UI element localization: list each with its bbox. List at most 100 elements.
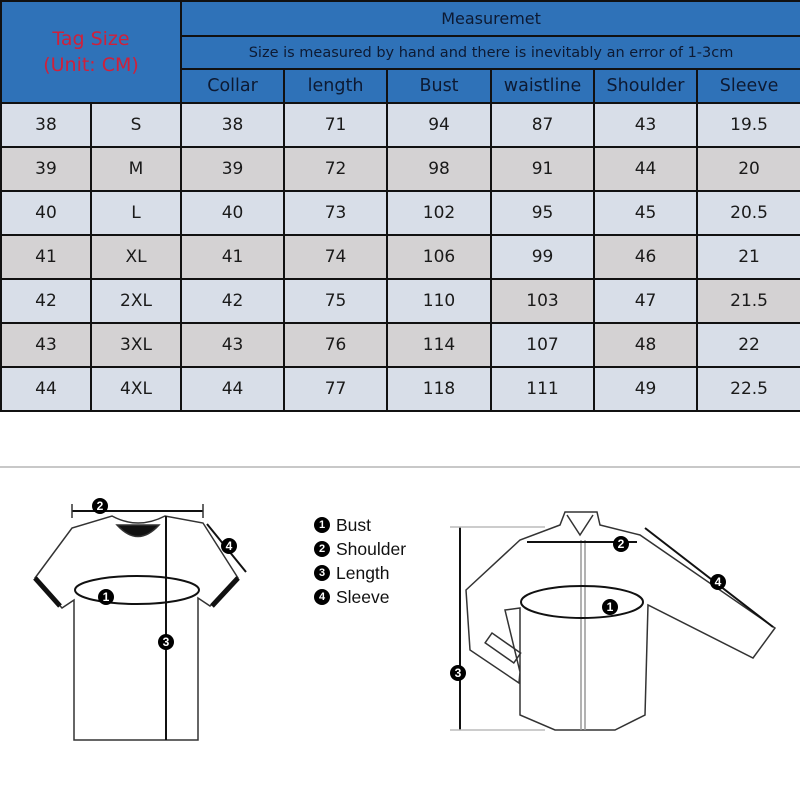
table-cell: 71: [283, 102, 389, 148]
table-cell: 20: [696, 146, 800, 192]
column-header: Sleeve: [696, 68, 800, 104]
length-marker: 3: [158, 634, 174, 650]
table-cell: 38: [180, 102, 286, 148]
table-cell: 45: [593, 190, 699, 236]
table-cell: 3XL: [89, 322, 183, 368]
svg-text:2: 2: [618, 537, 625, 551]
table-row: 39 M 39 72 98 91 44 20: [0, 146, 800, 192]
table-cell: 42: [180, 278, 286, 324]
svg-text:4: 4: [226, 539, 233, 553]
table-cell: 44: [0, 366, 92, 412]
legend-item-length: 3 Length: [314, 561, 406, 585]
table-cell: 111: [490, 366, 596, 412]
legend-label: Shoulder: [336, 538, 407, 559]
table-cell: 41: [0, 234, 92, 280]
svg-text:3: 3: [455, 666, 462, 680]
legend-label: Bust: [336, 514, 372, 535]
table-cell: 38: [0, 102, 92, 148]
table-row: 41 XL 41 74 106 99 46 21: [0, 234, 800, 280]
table-cell: 22: [696, 322, 800, 368]
measurement-title: Measuremet: [180, 0, 800, 37]
table-cell: 39: [180, 146, 286, 192]
table-cell: 42: [0, 278, 92, 324]
table-cell: 20.5: [696, 190, 800, 236]
table-cell: 43: [0, 322, 92, 368]
table-cell: 74: [283, 234, 389, 280]
table-cell: 95: [490, 190, 596, 236]
table-row: 44 4XL 44 77 118 111 49 22.5: [0, 366, 800, 412]
unit-label: (Unit: CM): [43, 54, 139, 76]
table-cell: 2XL: [89, 278, 183, 324]
table-cell: 4XL: [89, 366, 183, 412]
table-cell: 91: [490, 146, 596, 192]
table-cell: 75: [283, 278, 389, 324]
tag-size-label: Tag Size: [52, 28, 130, 50]
table-cell: 107: [490, 322, 596, 368]
number-badge-icon: 1: [314, 517, 330, 533]
table-cell: 114: [386, 322, 493, 368]
table-cell: 46: [593, 234, 699, 280]
tshirt-markers: 1 2 3 4: [92, 498, 237, 650]
table-cell: 44: [593, 146, 699, 192]
tshirt-diagram: [33, 504, 247, 741]
svg-text:2: 2: [97, 499, 104, 513]
column-header: length: [283, 68, 389, 104]
legend-item-bust: 1 Bust: [314, 513, 406, 537]
table-cell: 87: [490, 102, 596, 148]
table-cell: 103: [490, 278, 596, 324]
tag-size-header: Tag Size (Unit: CM): [0, 0, 183, 104]
column-header: Bust: [386, 68, 493, 104]
table-cell: 40: [0, 190, 92, 236]
table-cell: 41: [180, 234, 286, 280]
table-cell: 48: [593, 322, 699, 368]
svg-text:3: 3: [163, 635, 170, 649]
table-cell: S: [89, 102, 183, 148]
table-cell: 102: [386, 190, 493, 236]
table-cell: 21: [696, 234, 800, 280]
table-cell: 22.5: [696, 366, 800, 412]
measurement-legend: 1 Bust 2 Shoulder 3 Length 4 Sleeve: [314, 513, 406, 609]
table-cell: 44: [180, 366, 286, 412]
svg-text:1: 1: [103, 590, 110, 604]
table-cell: 106: [386, 234, 493, 280]
number-badge-icon: 2: [314, 541, 330, 557]
sleeve-marker: 4: [221, 538, 237, 554]
table-row: 42 2XL 42 75 110 103 47 21.5: [0, 278, 800, 324]
table-row: 43 3XL 43 76 114 107 48 22: [0, 322, 800, 368]
table-cell: 47: [593, 278, 699, 324]
table-cell: 94: [386, 102, 493, 148]
table-cell: 21.5: [696, 278, 800, 324]
bust-marker: 1: [98, 589, 114, 605]
table-cell: 118: [386, 366, 493, 412]
table-cell: XL: [89, 234, 183, 280]
shoulder-marker: 2: [613, 536, 629, 552]
bust-marker: 1: [602, 599, 618, 615]
dress-shirt-markers: 1 2 3 4: [450, 536, 726, 681]
size-chart-table: Tag Size (Unit: CM) Measuremet Size is m…: [0, 0, 800, 412]
column-header: Collar: [180, 68, 286, 104]
table-row: 38 S 38 71 94 87 43 19.5: [0, 102, 800, 148]
length-marker: 3: [450, 665, 466, 681]
table-cell: 73: [283, 190, 389, 236]
column-header: Shoulder: [593, 68, 699, 104]
table-row: 40 L 40 73 102 95 45 20.5: [0, 190, 800, 236]
table-cell: 99: [490, 234, 596, 280]
table-cell: M: [89, 146, 183, 192]
table-cell: 72: [283, 146, 389, 192]
table-cell: 43: [180, 322, 286, 368]
divider: [0, 466, 800, 468]
table-cell: 40: [180, 190, 286, 236]
table-cell: 98: [386, 146, 493, 192]
shoulder-marker: 2: [92, 498, 108, 514]
table-cell: 39: [0, 146, 92, 192]
legend-label: Length: [336, 562, 390, 583]
sleeve-marker: 4: [710, 574, 726, 590]
table-cell: 43: [593, 102, 699, 148]
table-cell: L: [89, 190, 183, 236]
table-cell: 77: [283, 366, 389, 412]
legend-label: Sleeve: [336, 586, 390, 607]
dress-shirt-diagram: [450, 511, 777, 731]
legend-item-shoulder: 2 Shoulder: [314, 537, 406, 561]
column-header: waistline: [490, 68, 596, 104]
